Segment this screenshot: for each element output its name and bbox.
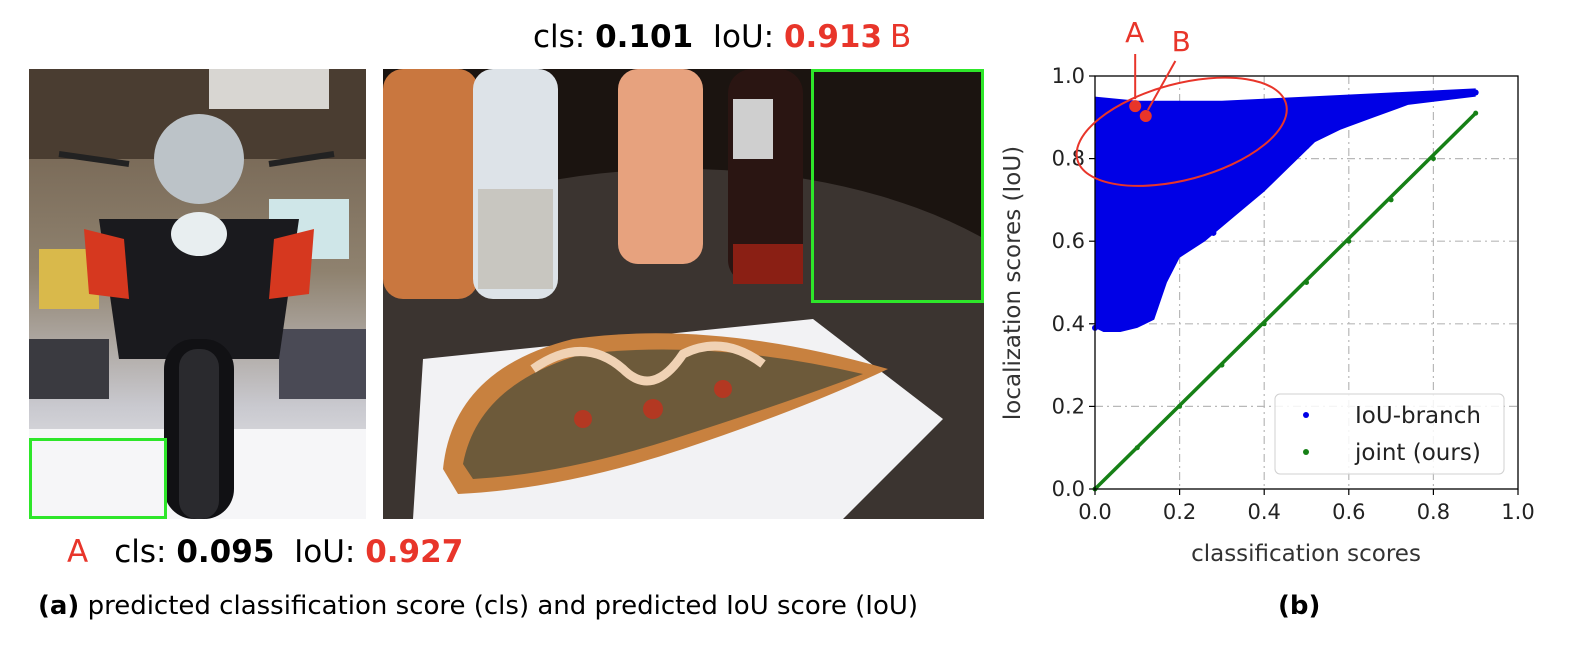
caption-a: (a) predicted classification score (cls)… [38, 593, 918, 619]
highlight-point-b [1139, 110, 1152, 123]
joint-point [1261, 321, 1267, 327]
iou-branch-point [1210, 229, 1217, 236]
joint-point [1388, 197, 1394, 203]
joint-point [1134, 445, 1140, 451]
bottom-cls-value: 0.095 [176, 534, 275, 570]
anno-label-b: B [1172, 25, 1191, 58]
top-tag-b: B [890, 19, 912, 55]
anno-label-a: A [1125, 16, 1144, 49]
y-tick-label: 0.4 [1052, 312, 1085, 336]
iou-branch-point [1430, 93, 1437, 100]
joint-point [1473, 110, 1479, 116]
bottom-cls-prefix: cls: [114, 534, 177, 570]
joint-point [1304, 280, 1309, 285]
y-tick-label: 0.0 [1052, 477, 1085, 501]
joint-point [1430, 156, 1436, 162]
top-iou-value: 0.913 [783, 19, 883, 55]
legend-label-iou-branch: IoU-branch [1355, 403, 1481, 429]
legend-label-joint: joint (ours) [1354, 440, 1481, 466]
highlight-point-a [1129, 100, 1142, 113]
x-axis-label: classification scores [1191, 541, 1421, 567]
iou-branch-point [1388, 101, 1395, 108]
x-tick-label: 0.4 [1247, 500, 1280, 524]
x-tick-label: 0.0 [1078, 500, 1111, 524]
pizza-photo [383, 69, 984, 519]
iou-branch-point [1282, 134, 1289, 141]
iou-branch-point [1142, 300, 1149, 307]
y-tick-label: 0.2 [1052, 394, 1085, 418]
iou-branch-point [1218, 176, 1225, 183]
iou-branch-point [1155, 238, 1162, 245]
x-tick-label: 0.6 [1332, 500, 1365, 524]
x-tick-label: 1.0 [1501, 500, 1534, 524]
legend-marker-iou-branch [1303, 412, 1309, 418]
iou-branch-point [1324, 122, 1331, 129]
top-cls-prefix: cls: [533, 19, 596, 55]
joint-series-line [1093, 111, 1477, 491]
y-tick-label: 0.6 [1052, 229, 1085, 253]
iou-branch-point [1472, 89, 1479, 96]
arrow-b [1147, 60, 1177, 111]
iou-branch-point [1261, 163, 1268, 170]
detection-box-b [811, 69, 984, 303]
y-axis-label: localization scores (IoU) [1000, 146, 1026, 420]
iou-branch-point [1176, 196, 1183, 203]
iou-branch-point [1100, 312, 1107, 319]
joint-point [1346, 238, 1352, 244]
caption-a-text: predicted classification score (cls) and… [79, 591, 919, 621]
caption-a-bold: (a) [38, 591, 80, 621]
legend: IoU-branch joint (ours) [1274, 393, 1505, 475]
iou-branch-region [1095, 88, 1476, 333]
iou-branch-point [1134, 279, 1141, 286]
iou-branch-point [1104, 279, 1111, 286]
iou-branch-point [1117, 258, 1124, 265]
top-score-label: cls: 0.101 IoU: 0.913 [533, 22, 882, 53]
iou-branch-point [1125, 320, 1132, 327]
caption-b: (b) [1278, 591, 1321, 621]
highlight-ellipse [1075, 76, 1288, 187]
top-iou-prefix: IoU: [693, 19, 784, 55]
bottom-iou-value: 0.927 [365, 534, 464, 570]
iou-branch-point [1113, 304, 1120, 311]
y-tick-label: 1.0 [1052, 64, 1085, 88]
motorcycle-photo [29, 69, 366, 519]
iou-branch-point [1345, 114, 1352, 121]
iou-branch-point [1303, 143, 1310, 150]
iou-branch-point [1168, 217, 1175, 224]
x-tick-label: 0.8 [1417, 500, 1450, 524]
bottom-iou-prefix: IoU: [274, 534, 366, 570]
joint-point [1177, 403, 1183, 409]
iou-branch-point [1197, 188, 1204, 195]
top-cls-value: 0.101 [595, 19, 694, 55]
iou-branch-cloud [1095, 88, 1476, 333]
bottom-tag-a: A [67, 534, 89, 570]
detection-box-a [29, 438, 167, 519]
joint-point [1219, 362, 1225, 368]
x-tick-label: 0.2 [1163, 500, 1196, 524]
plot-frame [1094, 75, 1519, 490]
legend-marker-joint [1303, 449, 1309, 455]
